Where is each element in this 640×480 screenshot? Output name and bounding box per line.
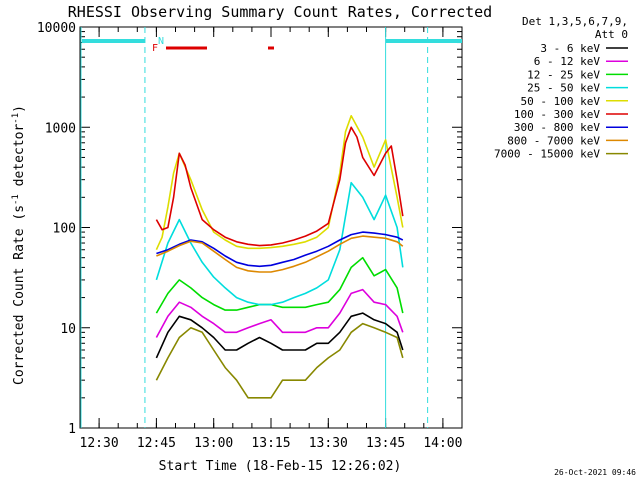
y-axis-label-main: Corrected Count Rate (s [12, 205, 27, 385]
y-axis-label-sup2: -1 [11, 113, 21, 124]
y-tick-label: 100 [53, 222, 76, 237]
series-line-4 [155, 115, 404, 251]
y-tick-label: 10 [60, 322, 76, 337]
x-tick-label: 13:15 [251, 436, 290, 451]
series-line-5 [155, 126, 404, 247]
legend-label-1: 6 - 12 keV [534, 55, 601, 68]
plot-frame [79, 26, 463, 429]
x-tick-label: 12:45 [137, 436, 176, 451]
footer-timestamp: 26-Oct-2021 09:46 [554, 468, 636, 477]
legend-header-line-1: Det 1,3,5,6,7,9, [522, 15, 628, 28]
series-line-0 [155, 312, 404, 359]
x-tick-label: 13:45 [366, 436, 405, 451]
legend-label-4: 50 - 100 keV [521, 95, 601, 108]
legend-label-3: 25 - 50 keV [527, 82, 600, 95]
legend-label-0: 3 - 6 keV [540, 42, 600, 55]
legend-label-5: 100 - 300 keV [514, 108, 600, 121]
y-axis-label-end: ) [12, 105, 27, 113]
y-tick-label: 1000 [45, 121, 76, 136]
y-tick-label: 1 [68, 422, 76, 437]
legend-header-line-2: Att 0 [595, 28, 628, 41]
y-axis-label: Corrected Count Rate (s-1 detector-1) [11, 105, 27, 385]
x-tick-label: 12:30 [80, 436, 119, 451]
y-axis-label-mid: detector [12, 124, 27, 195]
x-tick-label: 13:30 [309, 436, 348, 451]
flare-flag-label: F [152, 43, 158, 54]
series-line-1 [155, 288, 404, 338]
series-line-7 [156, 235, 404, 273]
plot-area: 1 10 100 1000 10000 12:30 12:45 13:00 13:15 13:30… [37, 21, 463, 451]
series-line-8 [155, 322, 404, 399]
legend-label-6: 300 - 800 keV [514, 121, 600, 134]
legend-label-8: 7000 - 15000 keV [494, 148, 600, 161]
x-tick-label: 14:00 [423, 436, 462, 451]
series-line-6 [156, 231, 404, 268]
x-axis-label: Start Time (18-Feb-15 12:26:02) [159, 459, 402, 474]
x-tick-label: 13:00 [194, 436, 233, 451]
legend-label-7: 800 - 7000 keV [507, 134, 600, 147]
series-line-2 [155, 256, 404, 314]
night-flag-label: N [158, 36, 164, 47]
chart-title: RHESSI Observing Summary Count Rates, Co… [68, 3, 492, 21]
y-axis-label-sup1: -1 [11, 194, 21, 205]
y-tick-label: 10000 [37, 21, 76, 36]
series-line-3 [155, 181, 404, 306]
legend-label-2: 12 - 25 keV [527, 68, 600, 81]
